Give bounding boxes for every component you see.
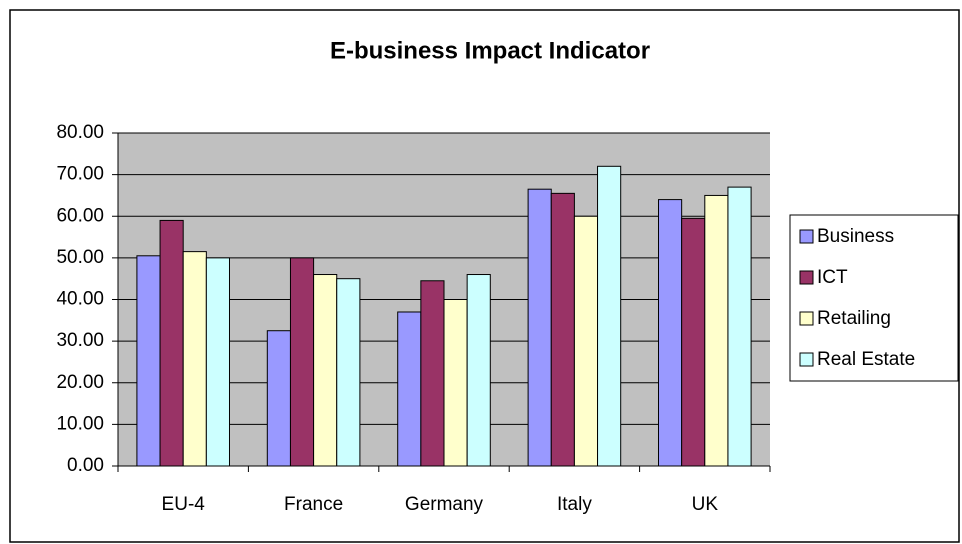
bar bbox=[289, 257, 315, 467]
bar bbox=[136, 255, 161, 467]
legend-label: ICT bbox=[817, 267, 848, 288]
legend-label: Real Estate bbox=[817, 349, 915, 370]
bar bbox=[397, 311, 422, 467]
bar bbox=[527, 188, 552, 467]
bar bbox=[658, 199, 683, 467]
bar bbox=[597, 165, 622, 467]
bar bbox=[550, 192, 575, 467]
y-tick-label: 60.00 bbox=[56, 205, 104, 226]
y-tick-label: 80.00 bbox=[56, 122, 104, 143]
bar bbox=[573, 215, 599, 467]
legend-label: Retailing bbox=[817, 308, 891, 329]
bar bbox=[727, 186, 752, 467]
x-tick-label: Italy bbox=[557, 494, 592, 515]
y-tick-label: 50.00 bbox=[56, 247, 104, 268]
x-tick-label: Germany bbox=[405, 494, 484, 515]
bar bbox=[704, 194, 729, 467]
bar bbox=[681, 217, 706, 467]
bar bbox=[336, 278, 361, 467]
legend-swatch bbox=[799, 352, 814, 367]
legend bbox=[789, 214, 959, 382]
y-tick-label: 30.00 bbox=[56, 330, 104, 351]
y-tick-label: 70.00 bbox=[56, 164, 104, 185]
bar bbox=[159, 219, 184, 467]
y-tick-label: 10.00 bbox=[56, 413, 104, 434]
x-tick-label: UK bbox=[692, 494, 719, 515]
bar bbox=[266, 330, 291, 467]
bar bbox=[466, 274, 491, 467]
bar bbox=[443, 299, 468, 467]
legend-swatch bbox=[799, 229, 814, 244]
y-tick-label: 0.00 bbox=[67, 455, 104, 476]
x-tick-label: EU-4 bbox=[162, 494, 206, 515]
chart-title: E-business Impact Indicator bbox=[330, 37, 650, 64]
bar bbox=[420, 280, 445, 467]
y-tick-label: 40.00 bbox=[56, 289, 104, 310]
bar bbox=[182, 251, 207, 467]
legend-swatch bbox=[799, 311, 814, 326]
x-tick-label: France bbox=[284, 494, 343, 515]
legend-swatch bbox=[799, 270, 814, 285]
legend-label: Business bbox=[817, 226, 894, 247]
bar bbox=[205, 257, 230, 467]
bar bbox=[313, 274, 338, 467]
y-tick-label: 20.00 bbox=[56, 372, 104, 393]
